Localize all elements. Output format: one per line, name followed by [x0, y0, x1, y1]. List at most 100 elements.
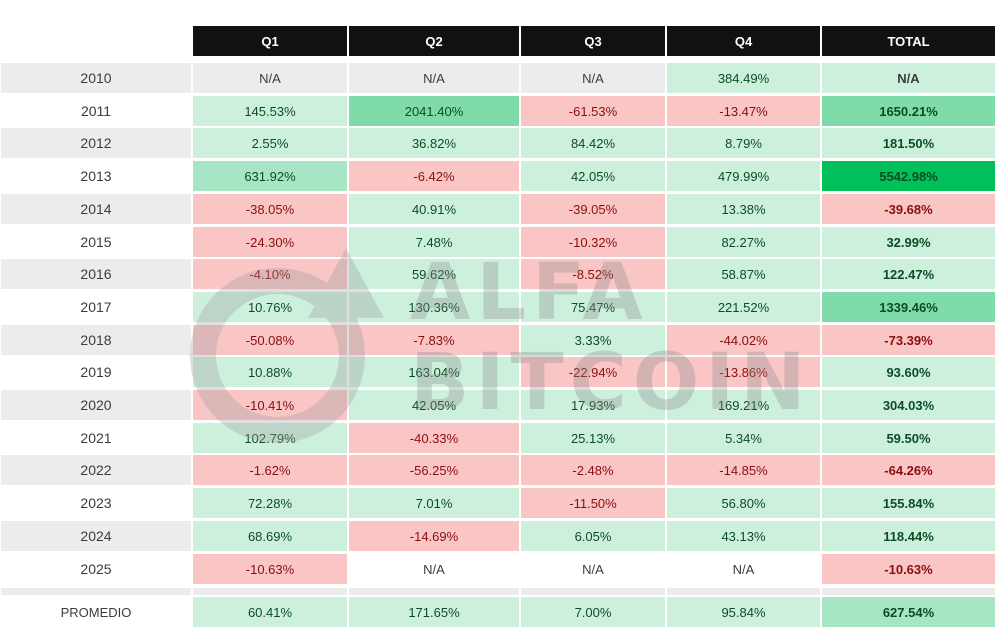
table-cell: -10.32%	[521, 227, 665, 257]
column-header-q3: Q3	[521, 26, 665, 56]
table-cell: 1339.46%	[822, 292, 995, 322]
table-cell: -24.30%	[193, 227, 347, 257]
table-cell: N/A	[822, 63, 995, 93]
table-cell: -10.41%	[193, 390, 347, 420]
table-cell: N/A	[349, 63, 519, 93]
year-label: 2012	[1, 128, 191, 158]
table-cell: 25.13%	[521, 423, 665, 453]
table-cell: 304.03%	[822, 390, 995, 420]
table-cell: 221.52%	[667, 292, 820, 322]
table-cell: 122.47%	[822, 259, 995, 289]
table-cell: 82.27%	[667, 227, 820, 257]
year-label: 2015	[1, 227, 191, 257]
column-header-q2: Q2	[349, 26, 519, 56]
table-cell: -50.08%	[193, 325, 347, 355]
table-cell: N/A	[521, 63, 665, 93]
year-label: 2024	[1, 521, 191, 551]
table-cell: 36.82%	[349, 128, 519, 158]
table-cell: 181.50%	[822, 128, 995, 158]
table-cell: -39.05%	[521, 194, 665, 224]
table-cell: -22.94%	[521, 357, 665, 387]
table-cell: 155.84%	[822, 488, 995, 518]
table-cell: 7.01%	[349, 488, 519, 518]
table-cell: -39.68%	[822, 194, 995, 224]
table-cell: 10.88%	[193, 357, 347, 387]
table-cell: 59.62%	[349, 259, 519, 289]
table-cell: 384.49%	[667, 63, 820, 93]
row-separator	[349, 588, 519, 595]
table-cell: -11.50%	[521, 488, 665, 518]
table-cell: -8.52%	[521, 259, 665, 289]
table-cell: 42.05%	[521, 161, 665, 191]
table-cell: 102.79%	[193, 423, 347, 453]
table-cell: -38.05%	[193, 194, 347, 224]
table-cell: 56.80%	[667, 488, 820, 518]
year-label: 2010	[1, 63, 191, 93]
table-cell: 72.28%	[193, 488, 347, 518]
table-cell: 2041.40%	[349, 96, 519, 126]
row-separator	[521, 588, 665, 595]
year-label: 2019	[1, 357, 191, 387]
table-cell: 32.99%	[822, 227, 995, 257]
table-cell: 42.05%	[349, 390, 519, 420]
table-cell: 68.69%	[193, 521, 347, 551]
table-cell: 163.04%	[349, 357, 519, 387]
table-cell: 84.42%	[521, 128, 665, 158]
table-cell: 10.76%	[193, 292, 347, 322]
table-cell: 43.13%	[667, 521, 820, 551]
table-cell: 479.99%	[667, 161, 820, 191]
table-cell: 40.91%	[349, 194, 519, 224]
table-cell: -10.63%	[822, 554, 995, 584]
table-cell: -56.25%	[349, 455, 519, 485]
table-cell: 1650.21%	[822, 96, 995, 126]
table-cell: 118.44%	[822, 521, 995, 551]
table-cell: -4.10%	[193, 259, 347, 289]
average-label: PROMEDIO	[60, 604, 132, 620]
row-separator	[822, 588, 995, 595]
table-cell: 145.53%	[193, 96, 347, 126]
table-cell: 75.47%	[521, 292, 665, 322]
table-cell: -2.48%	[521, 455, 665, 485]
table-cell: 3.33%	[521, 325, 665, 355]
table-cell: -1.62%	[193, 455, 347, 485]
average-cell: 7.00%	[521, 597, 665, 627]
column-header-q4: Q4	[667, 26, 820, 56]
table-cell: -6.42%	[349, 161, 519, 191]
table-cell: 59.50%	[822, 423, 995, 453]
table-cell: 5542.98%	[822, 161, 995, 191]
table-cell: -73.39%	[822, 325, 995, 355]
table-cell: 17.93%	[521, 390, 665, 420]
table-cell: -13.86%	[667, 357, 820, 387]
year-label: 2017	[1, 292, 191, 322]
year-label: 2011	[1, 96, 191, 126]
column-header-total: TOTAL	[822, 26, 995, 56]
year-label: 2025	[1, 554, 191, 584]
table-cell: -7.83%	[349, 325, 519, 355]
table-cell: 7.48%	[349, 227, 519, 257]
year-label: 2023	[1, 488, 191, 518]
year-label: 2016	[1, 259, 191, 289]
year-label: 2021	[1, 423, 191, 453]
row-separator	[667, 588, 820, 595]
table-cell: 631.92%	[193, 161, 347, 191]
average-cell: 627.54%	[822, 597, 995, 627]
table-cell: 13.38%	[667, 194, 820, 224]
table-cell: -14.69%	[349, 521, 519, 551]
table-cell: -61.53%	[521, 96, 665, 126]
table-cell: N/A	[667, 554, 820, 584]
table-cell: -64.26%	[822, 455, 995, 485]
table-cell: N/A	[349, 554, 519, 584]
year-label: 2018	[1, 325, 191, 355]
table-cell: 5.34%	[667, 423, 820, 453]
row-separator	[193, 588, 347, 595]
year-label: 2020	[1, 390, 191, 420]
table-cell: N/A	[193, 63, 347, 93]
average-cell: 171.65%	[349, 597, 519, 627]
table-cell: 93.60%	[822, 357, 995, 387]
table-cell: 6.05%	[521, 521, 665, 551]
table-cell: -40.33%	[349, 423, 519, 453]
table-cell: -10.63%	[193, 554, 347, 584]
table-cell: 2.55%	[193, 128, 347, 158]
table-cell: 169.21%	[667, 390, 820, 420]
table-cell: 58.87%	[667, 259, 820, 289]
